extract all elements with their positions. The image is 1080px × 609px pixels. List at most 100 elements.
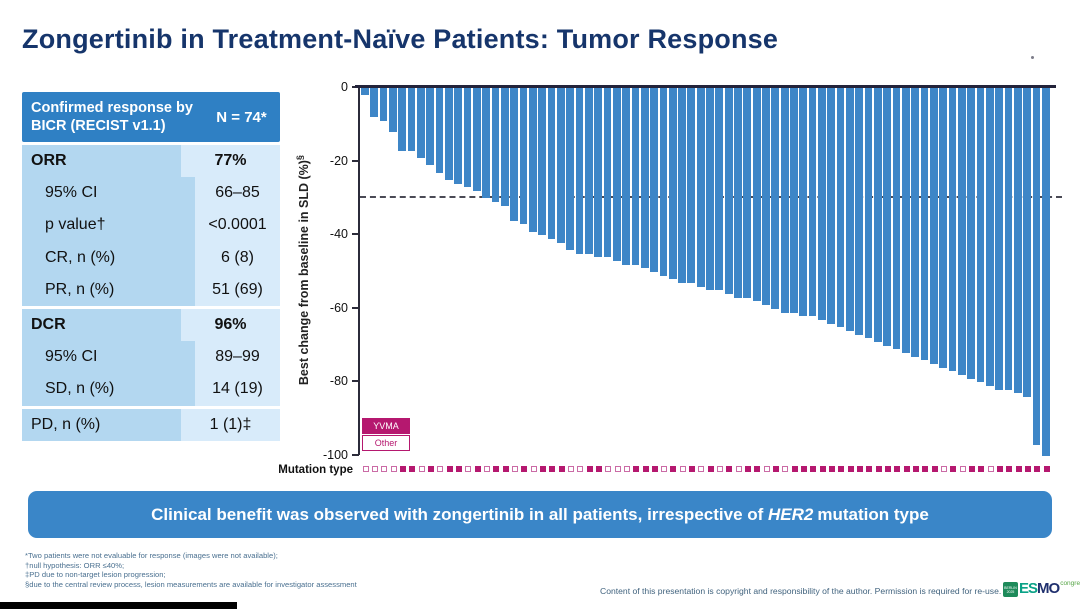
table-row-value: 1 (1)‡ [181, 408, 280, 441]
mutation-square-yvma [502, 466, 509, 472]
patient-bar [426, 88, 435, 166]
patient-bar [911, 88, 920, 357]
patient-bar [958, 88, 966, 375]
patient-bar [1032, 88, 1041, 445]
mutation-square-yvma [1015, 466, 1022, 472]
patient-bar [930, 88, 938, 364]
patient-bar [762, 88, 770, 306]
bar-slot [1032, 88, 1042, 456]
mutation-slot [986, 464, 995, 474]
table-row-label: DCR [22, 308, 181, 342]
mutation-slot [594, 464, 603, 474]
mutation-slot [398, 464, 407, 474]
bar-slot [407, 88, 417, 456]
mutation-slot [799, 464, 808, 474]
mutation-slot [874, 464, 883, 474]
bar-slot [902, 88, 911, 456]
mutation-square-yvma [427, 466, 434, 472]
bar-slot [444, 88, 454, 456]
mutation-slot [781, 464, 790, 474]
mutation-slot [790, 464, 799, 474]
y-tick-label: -60 [329, 300, 348, 315]
bar-slot [995, 88, 1004, 456]
mutation-slot [445, 464, 454, 474]
mutation-slot [1042, 464, 1051, 474]
bar-slot [472, 88, 482, 456]
legend-yvma: YVMA [362, 418, 410, 434]
mutation-slot [669, 464, 678, 474]
patient-bar [398, 88, 407, 151]
bar-slot [575, 88, 585, 456]
footnotes: *Two patients were not evaluable for res… [25, 551, 357, 589]
mutation-slot [725, 464, 734, 474]
table-row: PR, n (%) 51 (69) [22, 273, 280, 306]
patient-bar [463, 88, 472, 188]
patient-bar [780, 88, 789, 313]
patient-bar [752, 88, 761, 302]
bar-slot [1013, 88, 1023, 456]
table-row-value: 89–99 [195, 341, 280, 374]
mutation-slot [501, 464, 510, 474]
esmo-congress-logo: BERLIN 2025 ESMO congress [1003, 580, 1080, 597]
patient-bar [379, 88, 388, 122]
bar-slot [743, 88, 752, 456]
mutation-square-yvma [1006, 466, 1013, 472]
mutation-square-yvma [950, 466, 957, 472]
mutation-slot [977, 464, 986, 474]
mutation-slot [417, 464, 426, 474]
patient-bar [976, 88, 985, 383]
bar-slot [678, 88, 687, 456]
mutation-slot [865, 464, 874, 474]
mutation-square-yvma [903, 466, 910, 472]
bar-slot [388, 88, 398, 456]
response-table-header-n: N = 74* [216, 108, 267, 126]
mutation-slot [715, 464, 724, 474]
banner-text-after: mutation type [817, 504, 929, 524]
bar-slot [818, 88, 827, 456]
artifact-dot [1031, 56, 1034, 59]
mutation-square-other [530, 466, 537, 472]
table-row-label: 95% CI [22, 177, 195, 210]
table-row-label: PR, n (%) [22, 273, 195, 306]
mutation-square-yvma [754, 466, 761, 472]
mutation-square-other [418, 466, 425, 472]
patient-bar [575, 88, 584, 254]
bar-slot [510, 88, 519, 456]
bar-slot [547, 88, 557, 456]
y-tick-label: -40 [329, 227, 348, 242]
mutation-square-yvma [819, 466, 826, 472]
mutation-square-other [371, 466, 378, 472]
patient-bar [640, 88, 649, 269]
bar-slot [706, 88, 715, 456]
mutation-square-yvma [773, 466, 780, 472]
mutation-square-yvma [829, 466, 836, 472]
y-tick-label: -20 [329, 153, 348, 168]
bar-slot [566, 88, 575, 456]
bar-slot [780, 88, 790, 456]
mutation-slot [641, 464, 650, 474]
mutation-slot [1005, 464, 1014, 474]
footnote-line: §due to the central review process, lesi… [25, 579, 357, 589]
mutation-slot [389, 464, 398, 474]
bar-slot [379, 88, 389, 456]
mutation-square-other [465, 466, 472, 472]
mutation-slot [622, 464, 631, 474]
bar-slot [752, 88, 762, 456]
conclusion-banner: Clinical benefit was observed with zonge… [28, 491, 1052, 538]
table-row-value: 77% [181, 145, 280, 178]
y-tick-label: -100 [322, 448, 348, 462]
bar-slot [762, 88, 771, 456]
bar-slot [967, 88, 976, 456]
bar-slot [594, 88, 603, 456]
mutation-slot [883, 464, 892, 474]
bar-slot [454, 88, 463, 456]
patient-bar [603, 88, 612, 258]
mutation-slot [893, 464, 902, 474]
banner-text-before: Clinical benefit was observed with zonge… [151, 504, 764, 524]
mutation-square-yvma [726, 466, 733, 472]
mutation-square-other [782, 466, 789, 472]
table-row: CR, n (%) 6 (8) [22, 241, 280, 274]
bar-slot [855, 88, 864, 456]
mutation-square-yvma [996, 466, 1003, 472]
y-tick-mark [352, 233, 359, 236]
